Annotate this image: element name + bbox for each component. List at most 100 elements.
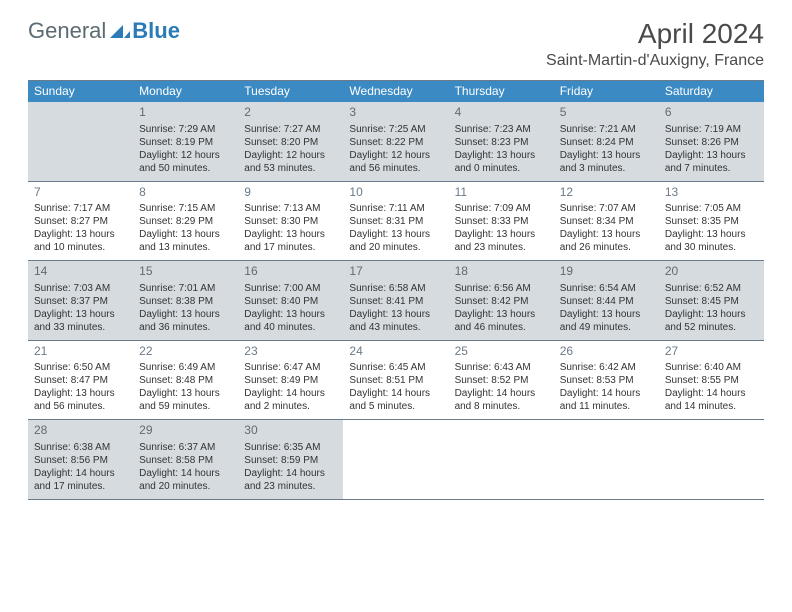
day-day1: Daylight: 13 hours — [139, 228, 232, 241]
day-cell: 14Sunrise: 7:03 AMSunset: 8:37 PMDayligh… — [28, 261, 133, 340]
day-sunset: Sunset: 8:59 PM — [244, 454, 337, 467]
week-row: 21Sunrise: 6:50 AMSunset: 8:47 PMDayligh… — [28, 341, 764, 421]
day-cell: 7Sunrise: 7:17 AMSunset: 8:27 PMDaylight… — [28, 182, 133, 261]
day-cell: 16Sunrise: 7:00 AMSunset: 8:40 PMDayligh… — [238, 261, 343, 340]
day-day1: Daylight: 14 hours — [665, 387, 758, 400]
day-sunset: Sunset: 8:24 PM — [560, 136, 653, 149]
day-sunrise: Sunrise: 7:03 AM — [34, 282, 127, 295]
day-sunset: Sunset: 8:23 PM — [455, 136, 548, 149]
day-sunrise: Sunrise: 7:00 AM — [244, 282, 337, 295]
day-day2: and 5 minutes. — [349, 400, 442, 413]
weekday-header: Tuesday — [238, 81, 343, 102]
day-day2: and 43 minutes. — [349, 321, 442, 334]
day-day1: Daylight: 12 hours — [139, 149, 232, 162]
day-day1: Daylight: 13 hours — [665, 308, 758, 321]
day-sunrise: Sunrise: 6:56 AM — [455, 282, 548, 295]
weekday-header: Friday — [554, 81, 659, 102]
calendar: SundayMondayTuesdayWednesdayThursdayFrid… — [28, 80, 764, 500]
day-sunrise: Sunrise: 6:47 AM — [244, 361, 337, 374]
week-row: 7Sunrise: 7:17 AMSunset: 8:27 PMDaylight… — [28, 182, 764, 262]
day-sunset: Sunset: 8:58 PM — [139, 454, 232, 467]
day-sunset: Sunset: 8:34 PM — [560, 215, 653, 228]
day-day2: and 56 minutes. — [34, 400, 127, 413]
day-day2: and 13 minutes. — [139, 241, 232, 254]
weekday-header: Sunday — [28, 81, 133, 102]
day-sunset: Sunset: 8:48 PM — [139, 374, 232, 387]
day-cell: 5Sunrise: 7:21 AMSunset: 8:24 PMDaylight… — [554, 102, 659, 181]
day-number: 22 — [139, 344, 232, 360]
day-cell: 8Sunrise: 7:15 AMSunset: 8:29 PMDaylight… — [133, 182, 238, 261]
day-cell: 6Sunrise: 7:19 AMSunset: 8:26 PMDaylight… — [659, 102, 764, 181]
day-sunrise: Sunrise: 6:45 AM — [349, 361, 442, 374]
day-day2: and 14 minutes. — [665, 400, 758, 413]
day-number: 24 — [349, 344, 442, 360]
day-day2: and 2 minutes. — [244, 400, 337, 413]
day-day1: Daylight: 12 hours — [244, 149, 337, 162]
day-sunset: Sunset: 8:51 PM — [349, 374, 442, 387]
day-day1: Daylight: 13 hours — [34, 228, 127, 241]
day-number: 6 — [665, 105, 758, 121]
day-sunrise: Sunrise: 7:19 AM — [665, 123, 758, 136]
day-sunrise: Sunrise: 7:25 AM — [349, 123, 442, 136]
day-day2: and 11 minutes. — [560, 400, 653, 413]
day-number: 7 — [34, 185, 127, 201]
day-sunset: Sunset: 8:44 PM — [560, 295, 653, 308]
day-number: 5 — [560, 105, 653, 121]
day-sunrise: Sunrise: 7:01 AM — [139, 282, 232, 295]
day-number: 14 — [34, 264, 127, 280]
day-day2: and 46 minutes. — [455, 321, 548, 334]
weekday-header: Saturday — [659, 81, 764, 102]
weekday-header-row: SundayMondayTuesdayWednesdayThursdayFrid… — [28, 81, 764, 102]
day-sunrise: Sunrise: 6:35 AM — [244, 441, 337, 454]
day-cell: 15Sunrise: 7:01 AMSunset: 8:38 PMDayligh… — [133, 261, 238, 340]
day-number: 9 — [244, 185, 337, 201]
weekday-header: Thursday — [449, 81, 554, 102]
day-sunrise: Sunrise: 6:58 AM — [349, 282, 442, 295]
day-sunrise: Sunrise: 6:40 AM — [665, 361, 758, 374]
location: Saint-Martin-d'Auxigny, France — [546, 52, 764, 70]
day-cell: 3Sunrise: 7:25 AMSunset: 8:22 PMDaylight… — [343, 102, 448, 181]
day-number: 23 — [244, 344, 337, 360]
day-number: 15 — [139, 264, 232, 280]
day-day1: Daylight: 14 hours — [455, 387, 548, 400]
day-day1: Daylight: 13 hours — [560, 149, 653, 162]
day-sunset: Sunset: 8:55 PM — [665, 374, 758, 387]
day-sunrise: Sunrise: 7:17 AM — [34, 202, 127, 215]
day-day1: Daylight: 14 hours — [139, 467, 232, 480]
day-number: 16 — [244, 264, 337, 280]
day-sunset: Sunset: 8:19 PM — [139, 136, 232, 149]
day-sunrise: Sunrise: 7:29 AM — [139, 123, 232, 136]
day-number: 19 — [560, 264, 653, 280]
day-sunset: Sunset: 8:38 PM — [139, 295, 232, 308]
day-number: 18 — [455, 264, 548, 280]
day-number: 28 — [34, 423, 127, 439]
day-cell: 10Sunrise: 7:11 AMSunset: 8:31 PMDayligh… — [343, 182, 448, 261]
day-day1: Daylight: 13 hours — [455, 228, 548, 241]
week-row: 14Sunrise: 7:03 AMSunset: 8:37 PMDayligh… — [28, 261, 764, 341]
day-cell: 17Sunrise: 6:58 AMSunset: 8:41 PMDayligh… — [343, 261, 448, 340]
day-day2: and 40 minutes. — [244, 321, 337, 334]
day-day2: and 7 minutes. — [665, 162, 758, 175]
day-number: 25 — [455, 344, 548, 360]
day-day1: Daylight: 14 hours — [349, 387, 442, 400]
day-sunrise: Sunrise: 7:05 AM — [665, 202, 758, 215]
day-day2: and 17 minutes. — [244, 241, 337, 254]
day-sunrise: Sunrise: 6:52 AM — [665, 282, 758, 295]
logo-text-blue: Blue — [132, 18, 180, 44]
day-day1: Daylight: 13 hours — [455, 149, 548, 162]
day-cell: 27Sunrise: 6:40 AMSunset: 8:55 PMDayligh… — [659, 341, 764, 420]
day-day1: Daylight: 13 hours — [560, 228, 653, 241]
day-day2: and 17 minutes. — [34, 480, 127, 493]
day-cell: 20Sunrise: 6:52 AMSunset: 8:45 PMDayligh… — [659, 261, 764, 340]
day-number: 29 — [139, 423, 232, 439]
week-row: 28Sunrise: 6:38 AMSunset: 8:56 PMDayligh… — [28, 420, 764, 500]
day-sunrise: Sunrise: 7:07 AM — [560, 202, 653, 215]
day-day1: Daylight: 13 hours — [665, 228, 758, 241]
day-number: 13 — [665, 185, 758, 201]
day-number: 4 — [455, 105, 548, 121]
day-day1: Daylight: 13 hours — [560, 308, 653, 321]
day-sunrise: Sunrise: 7:15 AM — [139, 202, 232, 215]
logo-mark-icon — [110, 20, 130, 43]
day-sunset: Sunset: 8:53 PM — [560, 374, 653, 387]
day-cell — [449, 420, 554, 499]
